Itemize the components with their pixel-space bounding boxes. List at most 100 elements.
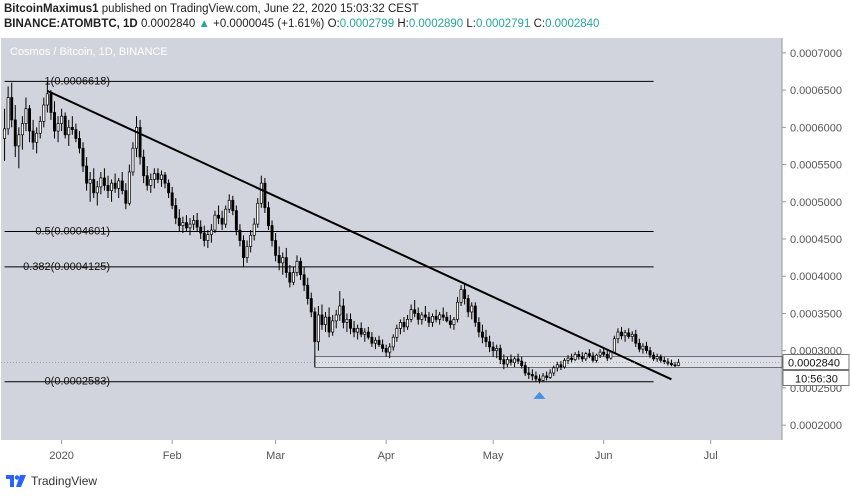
candle — [206, 230, 210, 248]
candle — [131, 142, 135, 176]
candle-body — [306, 284, 310, 299]
candle-body — [605, 354, 609, 359]
candle-body — [181, 222, 185, 226]
candle — [438, 311, 442, 325]
candle-body — [163, 174, 167, 184]
candle-body — [95, 186, 99, 194]
candle-body — [427, 316, 431, 323]
candle-body — [630, 333, 634, 337]
candle-body — [377, 339, 381, 346]
candle — [488, 335, 492, 353]
candle-body — [445, 316, 449, 322]
candle — [427, 311, 431, 327]
candle — [359, 322, 363, 338]
candle — [234, 205, 238, 236]
candle — [110, 179, 114, 202]
candle — [163, 172, 167, 189]
candle — [124, 183, 128, 210]
candle-body — [138, 126, 142, 158]
candle-body — [673, 364, 677, 367]
candle — [20, 116, 24, 150]
countdown-label: 10:56:30 — [795, 374, 838, 386]
close-label: C: — [533, 18, 546, 30]
candle — [413, 300, 417, 318]
candle — [659, 354, 663, 363]
candle-body — [391, 336, 395, 348]
candle-body — [20, 123, 24, 136]
candle-body — [309, 298, 313, 313]
fib-retracement[interactable]: 1(0.0006618) 0.5(0.0004601) 0.382(0.000412… — [4, 75, 654, 388]
candle — [495, 344, 499, 359]
candle-body — [616, 331, 620, 340]
candle-body — [488, 341, 492, 348]
candle — [598, 349, 602, 359]
candle — [559, 361, 563, 371]
candle — [341, 298, 345, 329]
candle-body — [523, 365, 527, 374]
last-price-box — [782, 354, 850, 370]
candle-body — [509, 359, 513, 363]
candle — [534, 371, 538, 382]
candle — [60, 108, 64, 132]
candle-body — [106, 185, 110, 191]
trendline[interactable] — [46, 89, 672, 381]
candle-body — [477, 322, 481, 333]
candle — [527, 367, 531, 379]
candle-body — [652, 354, 656, 360]
candle-body — [35, 132, 39, 143]
time-axis: 2020 Feb Mar Apr May Jun Jul — [49, 440, 718, 462]
candle — [548, 369, 552, 379]
x-tick-label: Jun — [595, 450, 613, 462]
candle — [523, 361, 527, 376]
candle — [349, 313, 352, 335]
publisher-name[interactable]: BitcoinMaximus1 — [4, 3, 99, 15]
candle — [630, 331, 634, 342]
candle-body — [541, 375, 545, 381]
candle — [669, 359, 673, 367]
candle-body — [470, 305, 474, 313]
candle — [6, 86, 10, 135]
candle — [605, 350, 609, 362]
candle — [373, 337, 377, 350]
candle — [3, 108, 7, 161]
candle-body — [363, 331, 367, 335]
candle — [584, 352, 588, 362]
candle-body — [570, 357, 574, 360]
candle-body — [206, 234, 210, 241]
candle-body — [356, 327, 360, 333]
tradingview-logo-icon[interactable] — [6, 475, 26, 487]
candle-body — [655, 356, 659, 360]
candle-body — [459, 289, 463, 303]
footer-brand[interactable]: TradingView — [31, 474, 98, 488]
candle — [445, 311, 449, 323]
candle — [416, 307, 420, 325]
candle — [538, 374, 541, 384]
candles — [3, 81, 681, 384]
candle — [249, 230, 253, 253]
x-tick-label: Jul — [704, 450, 718, 462]
candle-body — [131, 147, 135, 173]
candle — [591, 352, 595, 363]
candle — [138, 119, 142, 165]
candle-body — [527, 372, 531, 375]
candle-body — [345, 319, 349, 323]
candle-body — [192, 220, 196, 225]
candle-body — [174, 205, 178, 219]
candle-body — [81, 147, 85, 167]
candle — [160, 170, 163, 187]
candle — [70, 116, 74, 135]
candle — [106, 175, 110, 199]
candle-body — [88, 179, 92, 184]
candle — [570, 353, 574, 363]
candle-body — [213, 214, 217, 231]
candle-body — [627, 332, 631, 337]
candle-body — [302, 274, 306, 286]
candle — [612, 335, 616, 354]
candle — [63, 112, 67, 139]
candle-body — [124, 190, 128, 204]
candle — [263, 177, 267, 213]
candle-body — [263, 182, 267, 209]
candle-body — [349, 319, 352, 329]
candle-body — [53, 112, 56, 132]
